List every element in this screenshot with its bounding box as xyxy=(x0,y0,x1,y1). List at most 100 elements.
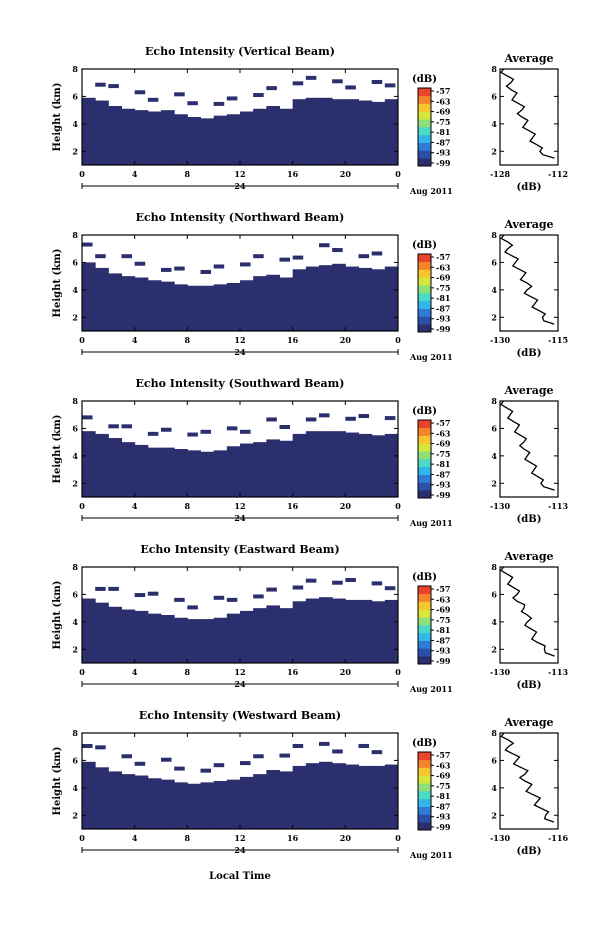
date-suffix: Aug 2011 xyxy=(409,518,453,528)
y-tick-label: 6 xyxy=(72,755,78,765)
average-title: Average xyxy=(503,550,553,563)
colorbar-tick-label: -69 xyxy=(436,605,451,615)
echo-patch xyxy=(371,581,383,586)
average-profile-line xyxy=(500,234,555,325)
echo-cell xyxy=(200,118,215,165)
colorbar-segment xyxy=(418,767,431,776)
echo-cell xyxy=(371,601,386,663)
y-tick-label: 2 xyxy=(72,644,78,654)
echo-cell xyxy=(345,432,359,497)
echo-cell xyxy=(266,605,280,663)
colorbar-segment xyxy=(418,601,431,610)
colorbar-segment xyxy=(418,443,431,452)
date-label: 24 xyxy=(234,513,246,523)
echo-cell xyxy=(200,285,215,331)
echo-patch xyxy=(147,591,159,596)
echo-patch xyxy=(384,586,396,591)
echo-cell xyxy=(226,613,241,663)
echo-cell xyxy=(319,97,333,165)
colorbar-tick-label: -63 xyxy=(436,760,451,770)
echo-patch xyxy=(345,85,356,90)
echo-patch xyxy=(200,768,212,773)
echo-cell xyxy=(292,601,307,663)
x-tick-label: 16 xyxy=(287,833,299,843)
echo-patch xyxy=(134,761,146,766)
echo-cell xyxy=(292,765,307,829)
echo-cell xyxy=(384,99,399,165)
echo-cell xyxy=(292,99,307,165)
echo-cell xyxy=(200,782,215,829)
echo-patch xyxy=(121,754,133,759)
y-tick-label: 2 xyxy=(72,810,78,820)
x-axis-label: Local Time xyxy=(209,871,271,882)
x-tick-label: 4 xyxy=(132,169,138,179)
echo-cell xyxy=(95,433,109,497)
y-tick-label: 2 xyxy=(72,312,78,322)
date-suffix: Aug 2011 xyxy=(409,684,453,694)
echo-cell xyxy=(253,608,267,663)
echo-patch xyxy=(240,761,251,766)
echo-cell xyxy=(147,111,162,165)
echo-patch xyxy=(108,586,119,591)
echo-patch xyxy=(187,605,198,610)
average-frame xyxy=(499,566,559,664)
colorbar-segment xyxy=(418,261,431,270)
y-tick-label: 6 xyxy=(72,91,78,101)
echo-cell xyxy=(226,283,241,331)
echo-cell xyxy=(240,111,254,165)
average-y-tick-label: 4 xyxy=(491,119,497,129)
echo-cell xyxy=(345,764,359,829)
echo-patch xyxy=(121,254,133,259)
echo-patch xyxy=(161,267,172,272)
echo-cell xyxy=(108,106,122,165)
echo-patch xyxy=(279,257,291,262)
colorbar-segment xyxy=(418,648,431,657)
y-tick-label: 4 xyxy=(72,617,78,627)
average-x-label: (dB) xyxy=(517,846,542,857)
colorbar-segment xyxy=(418,111,431,120)
y-axis-label: Height (km) xyxy=(52,83,63,152)
echo-cell xyxy=(384,266,399,331)
average-x-label: (dB) xyxy=(517,680,542,691)
echo-cell xyxy=(161,447,175,497)
echo-cell xyxy=(319,761,333,829)
colorbar-segment xyxy=(418,617,431,626)
echo-patch xyxy=(134,90,146,95)
echo-patch xyxy=(147,97,159,102)
y-tick-label: 6 xyxy=(72,589,78,599)
colorbar-tick-label: -81 xyxy=(436,459,450,469)
colorbar-segment xyxy=(418,459,431,468)
echo-cell xyxy=(305,97,320,165)
echo-patch xyxy=(253,594,264,599)
echo-cell xyxy=(345,99,359,165)
echo-cell xyxy=(279,608,294,663)
echo-cell xyxy=(332,598,346,663)
echo-patch xyxy=(253,254,264,259)
average-y-tick-label: 2 xyxy=(491,810,497,820)
colorbar-tick-label: -69 xyxy=(436,273,451,283)
y-tick-label: 2 xyxy=(72,478,78,488)
colorbar-tick-label: -63 xyxy=(436,594,451,604)
y-tick-label: 8 xyxy=(72,64,78,74)
x-tick-label: 0 xyxy=(79,833,85,843)
panel-title: Echo Intensity (Westward Beam) xyxy=(139,709,341,722)
echo-patch xyxy=(358,414,370,419)
echo-patch xyxy=(345,577,356,582)
colorbar-tick-label: -93 xyxy=(436,646,451,656)
colorbar-segment xyxy=(418,119,431,128)
average-x-tick-label: -113 xyxy=(548,667,568,677)
echo-patch xyxy=(200,269,212,274)
echo-patch xyxy=(371,79,383,84)
echo-patch xyxy=(279,425,291,429)
echo-cell xyxy=(358,267,373,331)
colorbar-segment xyxy=(418,277,431,286)
echo-patch xyxy=(187,432,198,437)
echo-cell xyxy=(266,274,280,331)
echo-patch xyxy=(384,83,396,88)
average-x-label: (dB) xyxy=(517,182,542,193)
echo-cell xyxy=(240,610,254,663)
average-x-tick-label: -130 xyxy=(490,667,510,677)
panel-4: Echo Intensity (Eastward Beam)2468Height… xyxy=(52,543,568,694)
panel-1: Echo Intensity (Vertical Beam)2468Height… xyxy=(52,45,568,196)
average-x-tick-label: -113 xyxy=(548,501,568,511)
